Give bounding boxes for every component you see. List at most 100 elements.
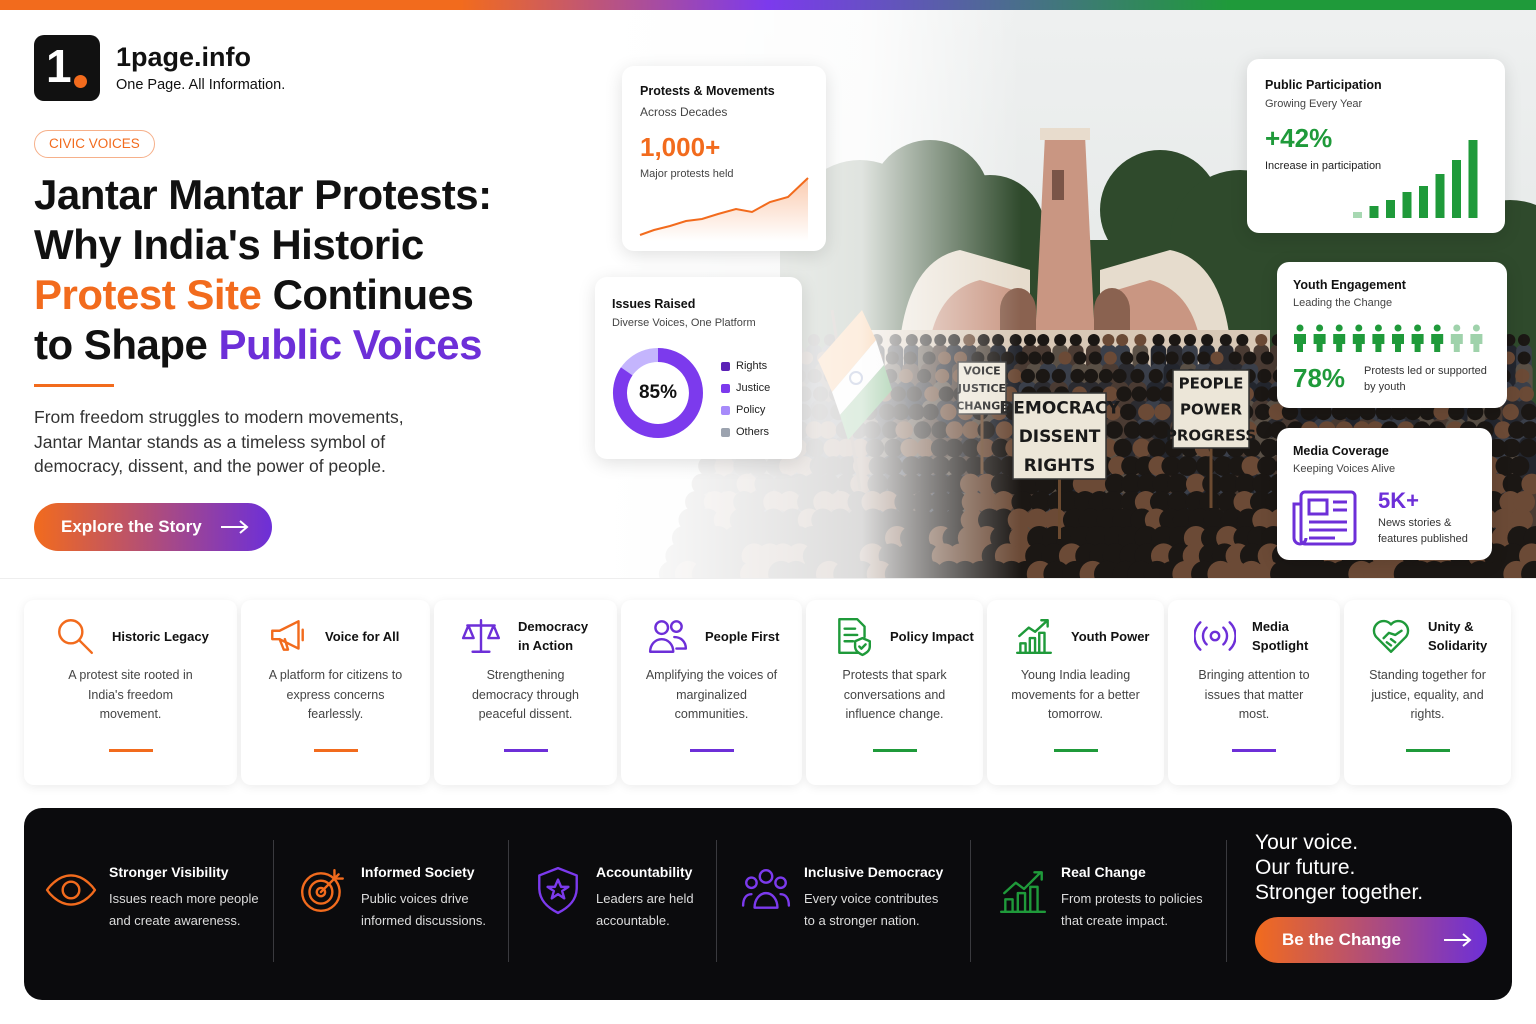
feature-title: Youth Power (1071, 628, 1150, 644)
icon-shape (1292, 502, 1308, 546)
card-value: +42% (1265, 123, 1333, 153)
button-label: Be the Change (1282, 930, 1402, 949)
icon-shape (1307, 498, 1329, 516)
icon-shape (838, 617, 872, 657)
card-title: Public Participation (1265, 78, 1382, 92)
icon-shape (843, 627, 859, 643)
feature-underline (1232, 749, 1276, 752)
card-value: 78% (1293, 363, 1346, 393)
feature-icon (1372, 619, 1410, 653)
feature-card: Democracy in Action Strengthening democra… (434, 600, 617, 785)
card-caption: News stories & features published (1378, 517, 1468, 545)
icon-shape (1015, 619, 1053, 655)
person-icon (1372, 324, 1385, 352)
panel-divider (508, 840, 509, 962)
legend-item: Others (721, 421, 770, 443)
person-body (1313, 334, 1326, 352)
logo-dot (74, 75, 87, 88)
person-icon (1411, 324, 1424, 352)
cta-button[interactable]: Be the Change (1255, 917, 1487, 963)
icon-shape (1372, 619, 1410, 653)
icon-shape (461, 619, 501, 653)
feature-underline (1405, 749, 1450, 752)
card-caption: Increase in participation (1265, 160, 1382, 172)
icon-shape (1194, 621, 1236, 651)
icon-shape (58, 619, 94, 655)
people-row (1294, 324, 1483, 352)
feature-title: Democracy in Action (518, 619, 589, 653)
logo: 1 (34, 35, 100, 101)
card-subtitle: Across Decades (640, 105, 728, 119)
feature-icon (45, 874, 97, 906)
legend-item: Policy (721, 399, 770, 421)
feature-icon (58, 619, 94, 655)
person-icon (1470, 324, 1483, 352)
arrow (220, 520, 249, 534)
hero-title: Jantar Mantar Protests: Why India's Histo… (34, 170, 492, 370)
person-head (1335, 324, 1343, 332)
panel-divider (970, 840, 971, 962)
legend-item: Rights (721, 355, 770, 377)
logo-digit: 1 (46, 40, 72, 92)
title-line: to Shape Public Voices (34, 320, 492, 370)
icon-shape (278, 637, 290, 651)
donut-arc (613, 348, 703, 438)
card-value: 1,000+ (640, 132, 721, 162)
icon-shape (538, 866, 578, 915)
card-subtitle: Keeping Voices Alive (1293, 463, 1396, 475)
icon-shape (45, 874, 97, 906)
feature-description: Bringing attention to issues that matter… (1198, 668, 1310, 721)
feature-card: Policy Impact Protests that spark convers… (806, 600, 983, 785)
feature-icon (461, 619, 501, 653)
person-head (1414, 324, 1422, 332)
icon-shape (741, 891, 791, 909)
feature-icon (648, 620, 688, 653)
person-body (1372, 334, 1385, 352)
icon-shape (61, 880, 81, 900)
feature-title: Policy Impact (890, 628, 974, 644)
icon-shape (546, 878, 570, 900)
card-caption: Protests led or supported by youth (1364, 365, 1487, 393)
explore-button[interactable]: Explore the Story (34, 503, 272, 551)
icon-shape (741, 869, 791, 909)
impact-title: Stronger Visibility (109, 864, 229, 880)
feature-underline (1053, 749, 1098, 752)
issues-card: Issues Raised Diverse Voices, One Platfo… (595, 277, 802, 459)
feature-underline (503, 749, 548, 752)
icon-shape (461, 619, 501, 653)
feature-card: People First Amplifying the voices of mar… (621, 600, 802, 785)
feature-card: Youth Power Young India leading movements… (987, 600, 1164, 785)
title-line: Protest Site Continues (34, 270, 492, 320)
feature-underline (689, 749, 734, 752)
sparkline (639, 177, 809, 241)
feature-icon (1194, 621, 1236, 651)
participation-card: Public Participation Growing Every Year … (1247, 59, 1505, 233)
impact-description: Every voice contributes to a stronger na… (804, 891, 939, 928)
panel-divider (1226, 840, 1227, 962)
card-subtitle: Diverse Voices, One Platform (612, 317, 756, 329)
impact-title: Inclusive Democracy (804, 864, 944, 880)
feature-title: Historic Legacy (112, 628, 209, 644)
card-subtitle: Leading the Change (1293, 297, 1393, 309)
card-caption: Major protests held (640, 168, 734, 180)
icon-shape (1194, 621, 1236, 651)
feature-description: Young India leading movements for a bett… (1011, 668, 1140, 721)
card-title: Protests & Movements (640, 84, 775, 98)
feature-icon (271, 620, 304, 651)
protests-card: Protests & Movements Across Decades 1,00… (622, 66, 826, 251)
icon-shape (1372, 619, 1410, 653)
cta-line: Our future. (1255, 856, 1356, 879)
legend-swatch (721, 405, 730, 415)
icon-shape (271, 620, 300, 650)
icon-shape (319, 869, 344, 894)
youth-card: Youth Engagement Leading the Change 78% … (1277, 262, 1507, 408)
person-head (1472, 324, 1480, 332)
person-body (1294, 334, 1306, 352)
icon-shape (648, 620, 688, 653)
icon-shape (648, 635, 688, 653)
newspaper-icon (1292, 490, 1357, 546)
growth-bar (1419, 186, 1428, 218)
legend-label: Policy (736, 404, 766, 416)
person-head (1453, 324, 1461, 332)
